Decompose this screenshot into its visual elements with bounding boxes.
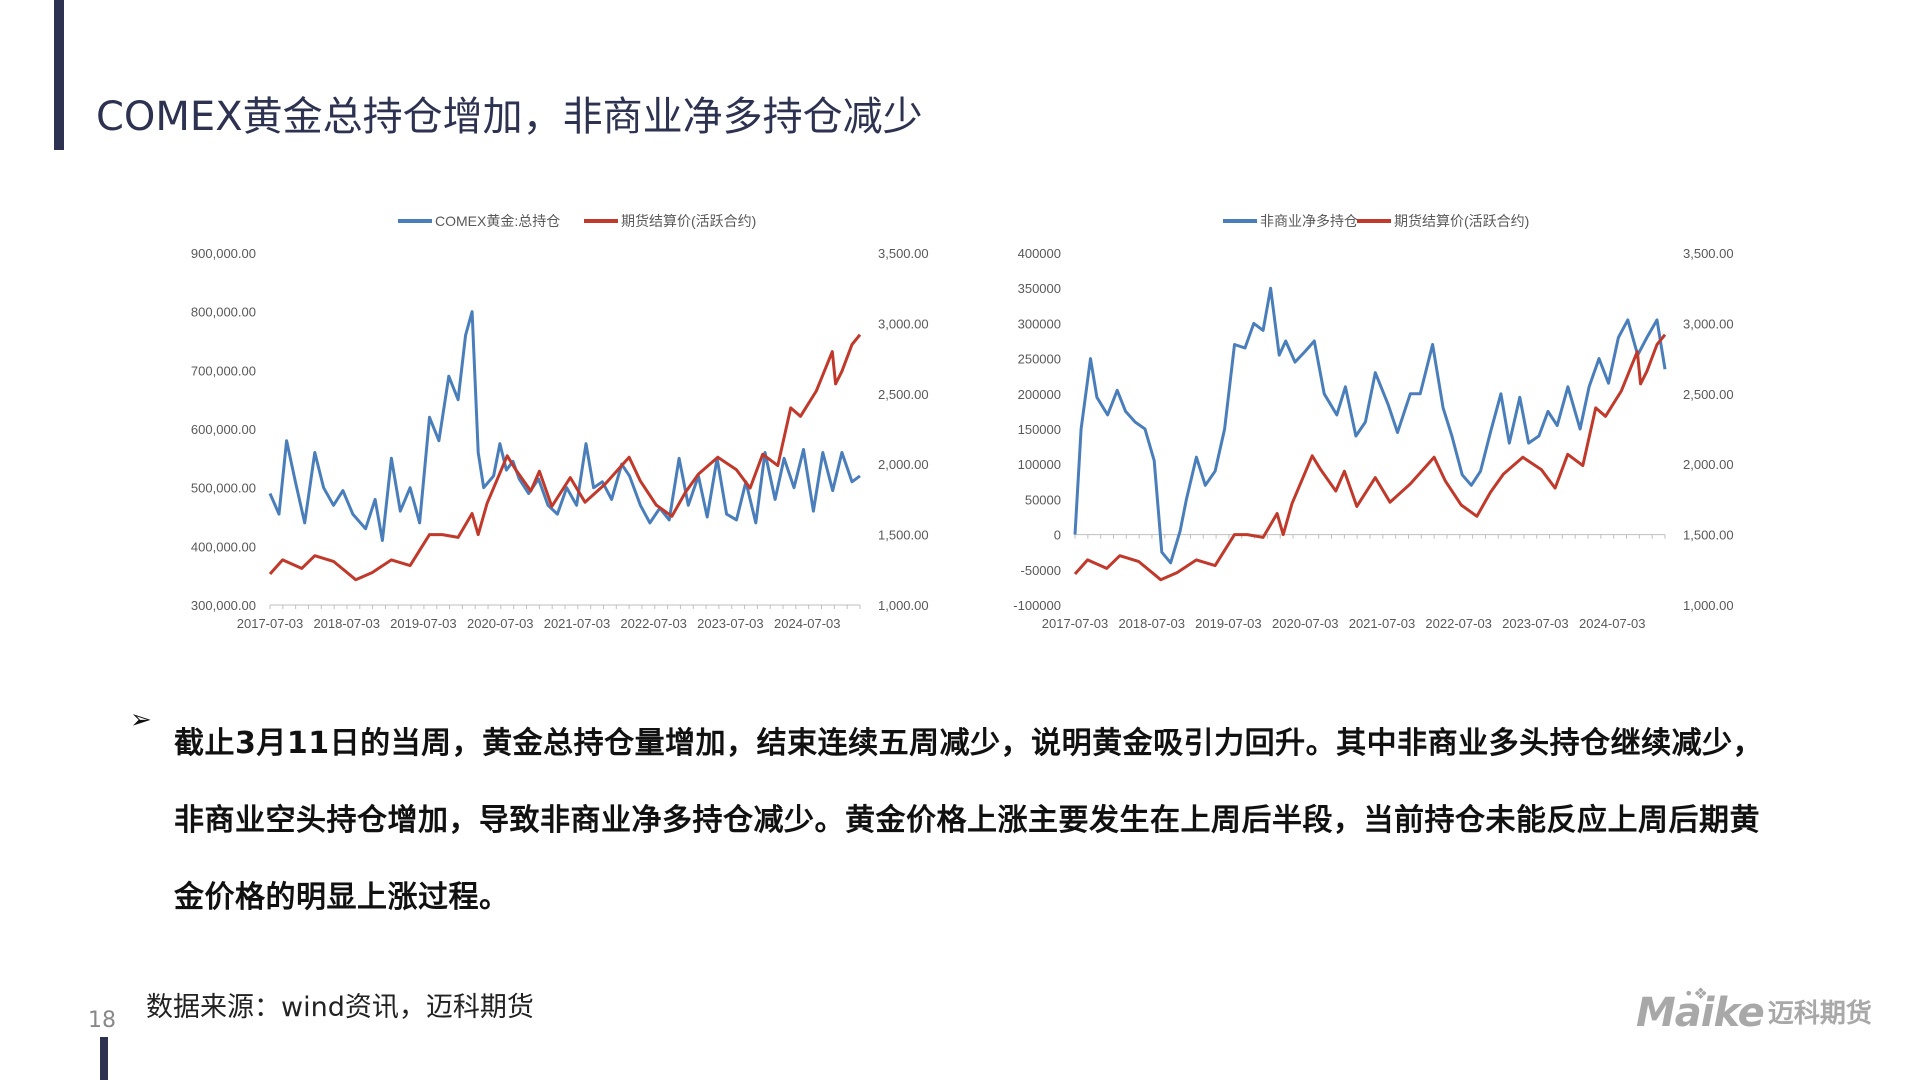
- left-axis-tick-label: 150000: [1018, 422, 1061, 437]
- x-axis-tick-label: 2019-07-03: [390, 616, 457, 631]
- series-line-primary: [268, 310, 861, 542]
- left-axis-tick-label: 0: [1054, 528, 1061, 543]
- page-number: 18: [88, 1008, 116, 1033]
- series-line-price: [1073, 333, 1667, 582]
- x-axis-tick-label: 2023-07-03: [1502, 616, 1569, 631]
- x-axis-tick-label: 2020-07-03: [467, 616, 534, 631]
- left-axis-tick-label: -50000: [1021, 563, 1061, 578]
- left-axis-tick-label: 400000: [1018, 246, 1061, 261]
- summary-bullet: ➢ 截止3月11日的当周，黄金总持仓量增加，结束连续五周减少，说明黄金吸引力回升…: [130, 705, 1780, 936]
- left-axis-tick-label: 100000: [1018, 457, 1061, 472]
- x-axis-tick-label: 2019-07-03: [1195, 616, 1262, 631]
- right-axis-tick-label: 2,000.00: [1683, 457, 1734, 472]
- accent-bar-bottom: [100, 1037, 108, 1080]
- right-axis-tick-label: 1,000.00: [1683, 598, 1734, 613]
- legend-label: COMEX黄金:总持仓: [435, 213, 560, 229]
- right-axis-tick-label: 2,500.00: [878, 387, 929, 402]
- legend-label: 非商业净多持仓: [1260, 213, 1358, 229]
- company-logo: •❖ Maike 迈科期货: [1636, 984, 1872, 1036]
- chart-legend: COMEX黄金:总持仓 期货结算价(活跃合约): [398, 213, 756, 229]
- right-axis-tick-label: 3,500.00: [878, 246, 929, 261]
- x-axis-tick-label: 2022-07-03: [620, 616, 687, 631]
- right-axis-tick-label: 2,000.00: [878, 457, 929, 472]
- right-axis-tick-label: 3,000.00: [878, 316, 929, 331]
- right-axis-tick-label: 3,000.00: [1683, 316, 1734, 331]
- left-axis-tick-label: 300000: [1018, 316, 1061, 331]
- data-source-note: 数据来源：wind资讯，迈科期货: [146, 992, 534, 1023]
- left-axis-tick-label: 350000: [1018, 281, 1061, 296]
- right-axis-tick-label: 2,500.00: [1683, 387, 1734, 402]
- x-axis-tick-label: 2024-07-03: [774, 616, 841, 631]
- right-axis-tick-label: 1,500.00: [1683, 528, 1734, 543]
- legend-label: 期货结算价(活跃合约): [1394, 213, 1529, 229]
- chart-net-long-position: -100000 -50000 0 50000 100000 150000 200000 250…: [975, 195, 1755, 645]
- chart-svg: -100000 -50000 0 50000 100000 150000 200000 250…: [1013, 213, 1734, 631]
- x-axis-tick-label: 2024-07-03: [1579, 616, 1646, 631]
- series-line-price: [268, 333, 862, 582]
- chart-total-open-interest: 300,000.00 400,000.00 500,000.00 600,000.00…: [170, 195, 950, 645]
- left-axis-tick-label: 600,000.00: [191, 422, 256, 437]
- left-axis-tick-label: 200000: [1018, 387, 1061, 402]
- page-title: COMEX黄金总持仓增加，非商业净多持仓减少: [96, 94, 923, 140]
- chart-svg: 300,000.00 400,000.00 500,000.00 600,000.00…: [191, 213, 929, 631]
- x-axis-tick-label: 2017-07-03: [237, 616, 304, 631]
- summary-text: 截止3月11日的当周，黄金总持仓量增加，结束连续五周减少，说明黄金吸引力回升。其…: [174, 726, 1764, 915]
- logo-chinese-name: 迈科期货: [1767, 999, 1872, 1029]
- left-axis-tick-label: 900,000.00: [191, 246, 256, 261]
- x-axis-tick-label: 2020-07-03: [1272, 616, 1339, 631]
- left-axis-tick-label: -100000: [1013, 598, 1061, 613]
- logo-dots-icon: •❖: [1684, 984, 1708, 1003]
- bullet-arrow-icon: ➢: [130, 705, 152, 735]
- x-axis-tick-label: 2022-07-03: [1425, 616, 1492, 631]
- series-line-primary: [1073, 286, 1667, 565]
- legend-label: 期货结算价(活跃合约): [621, 213, 756, 229]
- right-axis-tick-label: 1,000.00: [878, 598, 929, 613]
- x-axis-tick-label: 2018-07-03: [313, 616, 380, 631]
- x-axis-tick-label: 2017-07-03: [1042, 616, 1109, 631]
- left-axis-tick-label: 500,000.00: [191, 481, 256, 496]
- x-axis-tick-label: 2021-07-03: [1349, 616, 1416, 631]
- chart-legend: 非商业净多持仓 期货结算价(活跃合约): [1223, 213, 1529, 229]
- left-axis-tick-label: 250000: [1018, 352, 1061, 367]
- left-axis-tick-label: 700,000.00: [191, 363, 256, 378]
- x-axis-tick-label: 2023-07-03: [697, 616, 764, 631]
- left-axis-tick-label: 400,000.00: [191, 539, 256, 554]
- left-axis-tick-label: 50000: [1025, 492, 1061, 507]
- x-axis-tick-label: 2018-07-03: [1118, 616, 1185, 631]
- left-axis-tick-label: 800,000.00: [191, 305, 256, 320]
- left-axis-tick-label: 300,000.00: [191, 598, 256, 613]
- right-axis-tick-label: 1,500.00: [878, 528, 929, 543]
- accent-bar-top: [54, 0, 64, 150]
- logo-wordmark: Maike: [1636, 990, 1765, 1036]
- right-axis-tick-label: 3,500.00: [1683, 246, 1734, 261]
- x-axis-tick-label: 2021-07-03: [544, 616, 611, 631]
